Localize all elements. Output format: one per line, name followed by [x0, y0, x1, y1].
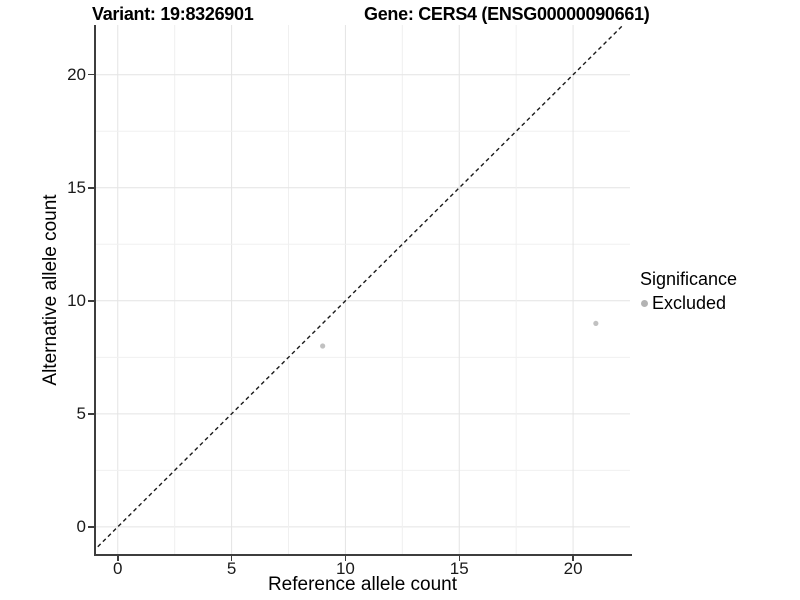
- plot-panel: [95, 25, 630, 554]
- x-tick-label: 5: [226, 559, 237, 578]
- legend-title: Significance: [640, 269, 738, 289]
- y-tick-label: 5: [76, 404, 86, 424]
- x-tick-label: 15: [449, 559, 469, 578]
- identity-dashed-line: [95, 25, 625, 551]
- y-tick-mark: [88, 526, 94, 528]
- y-axis-line: [93, 25, 96, 556]
- y-tick-label: 0: [76, 517, 86, 537]
- y-tick-mark: [88, 187, 94, 189]
- x-tick-label: 0: [113, 559, 123, 578]
- y-tick-mark: [88, 300, 94, 302]
- x-tick-mark: [117, 555, 119, 561]
- variant-title: Variant: 19:8326901: [92, 4, 254, 24]
- excluded-point-icon: [641, 300, 648, 307]
- x-tick-mark: [230, 555, 233, 561]
- x-tick-mark: [572, 555, 574, 561]
- legend-item-label: Excluded: [652, 293, 727, 313]
- legend: Significance Excluded: [640, 269, 737, 314]
- gene-title: Gene: CERS4 (ENSG00000090661): [364, 4, 650, 24]
- x-tick-label: 10: [335, 559, 355, 578]
- y-tick-label: 20: [67, 65, 86, 85]
- y-tick-mark: [88, 73, 94, 76]
- y-tick-mark: [88, 413, 94, 415]
- data-point: [593, 320, 599, 327]
- x-tick-mark: [458, 555, 460, 561]
- plot-canvas: [95, 25, 630, 554]
- y-tick-label: 15: [67, 178, 86, 198]
- x-axis-title: Reference allele count: [267, 574, 458, 595]
- data-point: [320, 343, 326, 349]
- x-axis-line: [93, 554, 632, 556]
- legend-item-excluded: Excluded: [641, 293, 737, 314]
- x-tick-mark: [344, 555, 347, 561]
- x-tick-label: 20: [563, 559, 583, 578]
- y-tick-label: 10: [67, 291, 86, 311]
